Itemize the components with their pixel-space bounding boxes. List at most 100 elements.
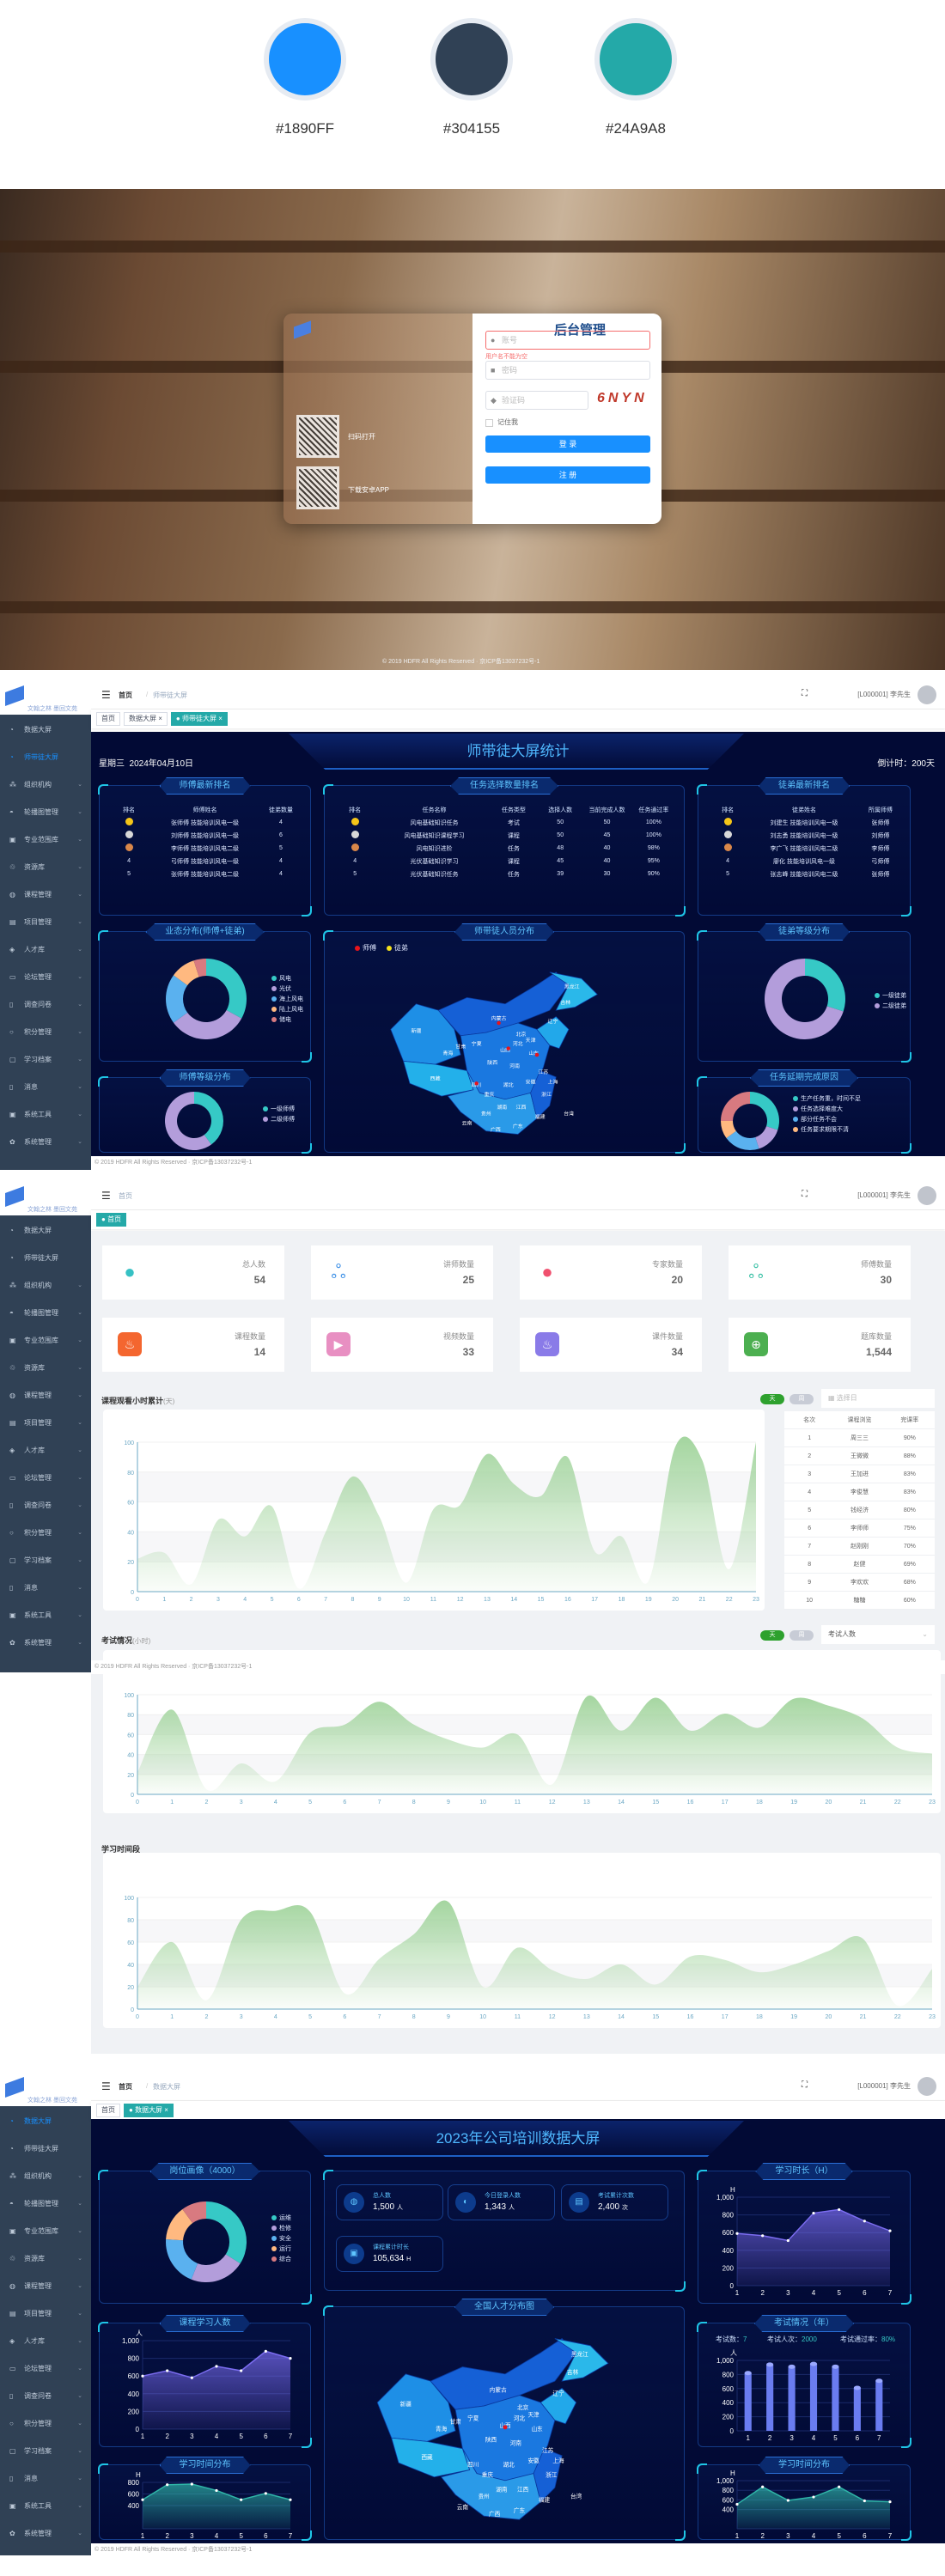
table-row[interactable]: 3 王加进 83%	[784, 1465, 935, 1483]
breadcrumb-item[interactable]: 首页	[119, 2083, 132, 2091]
captcha-input[interactable]: ◆ 验证码	[485, 391, 588, 410]
fullscreen-icon[interactable]: ⛶	[802, 2080, 808, 2090]
tab-1[interactable]: 数据大屏 ×	[124, 712, 168, 726]
sidebar-item-14[interactable]: ▣ 系统工具 ⌄	[0, 1602, 91, 1629]
sidebar-item-15[interactable]: ✿ 系统管理 ⌄	[0, 1129, 91, 1156]
sidebar-item-8[interactable]: ◈ 人才库 ⌄	[0, 2328, 91, 2355]
sidebar-item-1[interactable]: ◔ 师带徒大屏	[0, 744, 91, 771]
table-row[interactable]: 10 糖糖 60%	[784, 1592, 935, 1610]
sidebar-item-14[interactable]: ▣ 系统工具 ⌄	[0, 2493, 91, 2520]
user-name[interactable]: [L000001] 李先生	[857, 1191, 911, 1199]
day-toggle[interactable]: 天	[760, 1394, 784, 1404]
sidebar-item-5[interactable]: ♲ 资源库 ⌄	[0, 1355, 91, 1382]
sidebar-item-1[interactable]: ◔ 师带徒大屏	[0, 2135, 91, 2163]
sidebar-item-6[interactable]: ◍ 课程管理 ⌄	[0, 1382, 91, 1410]
sidebar-item-12[interactable]: ▢ 学习档案 ⌄	[0, 2438, 91, 2465]
table-row[interactable]: 7 赵刚刚 70%	[784, 1538, 935, 1556]
stat-card[interactable]: ஃ 讲师数量 25	[311, 1245, 493, 1300]
table-row[interactable]: 4 李俊慧 83%	[784, 1483, 935, 1501]
sidebar-item-1[interactable]: ◔ 师带徒大屏	[0, 1245, 91, 1272]
table-row[interactable]: 2 王微微 88%	[784, 1447, 935, 1465]
tab-0[interactable]: 首页	[96, 2104, 120, 2117]
menu-toggle-icon[interactable]: ☰	[101, 689, 111, 701]
sidebar-item-7[interactable]: ▤ 项目管理 ⌄	[0, 2300, 91, 2328]
password-input[interactable]: ■ 密码	[485, 361, 650, 380]
table-row[interactable]: 5 钱经济 80%	[784, 1501, 935, 1519]
table-row[interactable]: 8 赵健 69%	[784, 1556, 935, 1574]
tab-1[interactable]: ● 数据大屏 ×	[124, 2104, 174, 2117]
sidebar-item-15[interactable]: ✿ 系统管理 ⌄	[0, 2520, 91, 2548]
register-button[interactable]: 注 册	[485, 466, 650, 484]
captcha-image[interactable]: 6NYN	[597, 391, 648, 405]
exam-metric-select[interactable]: 考试人数 ⌄	[821, 1625, 935, 1644]
tab-0[interactable]: ● 首页	[96, 1213, 127, 1227]
sidebar-item-3[interactable]: ◓ 轮播图管理 ⌄	[0, 1300, 91, 1327]
stat-card[interactable]: ⊕ 题库数量 1,544	[729, 1318, 911, 1372]
sidebar-item-6[interactable]: ◍ 课程管理 ⌄	[0, 2273, 91, 2300]
close-icon[interactable]: ×	[216, 715, 223, 722]
tab-2[interactable]: ● 师带徒大屏 ×	[170, 712, 228, 726]
table-row[interactable]: 6 李师师 75%	[784, 1519, 935, 1538]
avatar[interactable]	[918, 1186, 936, 1205]
sidebar-item-5[interactable]: ♲ 资源库 ⌄	[0, 854, 91, 881]
sidebar-item-9[interactable]: ▭ 论坛管理 ⌄	[0, 964, 91, 991]
user-name[interactable]: [L000001] 李先生	[857, 691, 911, 698]
sidebar-item-0[interactable]: ◔ 数据大屏	[0, 716, 91, 744]
sidebar-item-3[interactable]: ◓ 轮播图管理 ⌄	[0, 2190, 91, 2218]
sidebar-item-2[interactable]: ⁂ 组织机构 ⌄	[0, 771, 91, 799]
week-toggle[interactable]: 周	[790, 1394, 814, 1404]
sidebar-item-4[interactable]: ▣ 专业范围库 ⌄	[0, 2218, 91, 2245]
sidebar-item-11[interactable]: ○ 积分管理 ⌄	[0, 1019, 91, 1046]
fullscreen-icon[interactable]: ⛶	[802, 1190, 808, 1199]
tab-0[interactable]: 首页	[96, 712, 120, 726]
fullscreen-icon[interactable]: ⛶	[802, 689, 808, 698]
sidebar-item-5[interactable]: ♲ 资源库 ⌄	[0, 2245, 91, 2273]
sidebar-item-13[interactable]: ▯ 消息 ⌄	[0, 2465, 91, 2493]
user-name[interactable]: [L000001] 李先生	[857, 2082, 911, 2090]
stat-card[interactable]: ● 总人数 54	[102, 1245, 284, 1300]
sidebar-item-13[interactable]: ▯ 消息 ⌄	[0, 1074, 91, 1101]
sidebar-item-0[interactable]: ◔ 数据大屏	[0, 1217, 91, 1245]
table-row[interactable]: 9 李欢欢 68%	[784, 1574, 935, 1592]
avatar[interactable]	[918, 685, 936, 704]
username-input[interactable]: ● 账号	[485, 331, 650, 350]
day-toggle[interactable]: 天	[760, 1630, 784, 1641]
sidebar-item-10[interactable]: ▯ 调查问卷 ⌄	[0, 991, 91, 1019]
sidebar-item-2[interactable]: ⁂ 组织机构 ⌄	[0, 2163, 91, 2190]
sidebar-item-11[interactable]: ○ 积分管理 ⌄	[0, 2410, 91, 2438]
sidebar-item-15[interactable]: ✿ 系统管理 ⌄	[0, 1629, 91, 1657]
stat-card[interactable]: ♨ 课件数量 34	[520, 1318, 702, 1372]
avatar[interactable]	[918, 2077, 936, 2096]
sidebar-item-8[interactable]: ◈ 人才库 ⌄	[0, 1437, 91, 1465]
remember-checkbox[interactable]	[485, 419, 493, 427]
sidebar-item-4[interactable]: ▣ 专业范围库 ⌄	[0, 1327, 91, 1355]
sidebar-item-4[interactable]: ▣ 专业范围库 ⌄	[0, 826, 91, 854]
sidebar-item-12[interactable]: ▢ 学习档案 ⌄	[0, 1547, 91, 1574]
sidebar-item-12[interactable]: ▢ 学习档案 ⌄	[0, 1046, 91, 1074]
stat-card[interactable]: ♨ 课程数量 14	[102, 1318, 284, 1372]
sidebar-item-10[interactable]: ▯ 调查问卷 ⌄	[0, 2383, 91, 2410]
stat-card[interactable]: ● 专家数量 20	[520, 1245, 702, 1300]
sidebar-item-3[interactable]: ◓ 轮播图管理 ⌄	[0, 799, 91, 826]
close-icon[interactable]: ×	[162, 2106, 168, 2114]
sidebar-item-13[interactable]: ▯ 消息 ⌄	[0, 1574, 91, 1602]
sidebar-item-8[interactable]: ◈ 人才库 ⌄	[0, 936, 91, 964]
breadcrumb-item[interactable]: 首页	[119, 691, 132, 699]
sidebar-item-7[interactable]: ▤ 项目管理 ⌄	[0, 909, 91, 936]
stat-card[interactable]: ▶ 视频数量 33	[311, 1318, 493, 1372]
table-row[interactable]: 1 周三三 90%	[784, 1429, 935, 1447]
sidebar-item-14[interactable]: ▣ 系统工具 ⌄	[0, 1101, 91, 1129]
sidebar-item-0[interactable]: ◔ 数据大屏	[0, 2108, 91, 2135]
date-picker[interactable]: ▦ 选择日	[821, 1389, 935, 1408]
sidebar-item-7[interactable]: ▤ 项目管理 ⌄	[0, 1410, 91, 1437]
sidebar-item-9[interactable]: ▭ 论坛管理 ⌄	[0, 1465, 91, 1492]
close-icon[interactable]: ×	[156, 715, 162, 722]
week-toggle[interactable]: 周	[790, 1630, 814, 1641]
menu-toggle-icon[interactable]: ☰	[101, 1190, 111, 1202]
sidebar-item-11[interactable]: ○ 积分管理 ⌄	[0, 1519, 91, 1547]
stat-card[interactable]: ஃ 师傅数量 30	[729, 1245, 911, 1300]
sidebar-item-6[interactable]: ◍ 课程管理 ⌄	[0, 881, 91, 909]
menu-toggle-icon[interactable]: ☰	[101, 2080, 111, 2092]
sidebar-item-10[interactable]: ▯ 调查问卷 ⌄	[0, 1492, 91, 1519]
sidebar-item-2[interactable]: ⁂ 组织机构 ⌄	[0, 1272, 91, 1300]
